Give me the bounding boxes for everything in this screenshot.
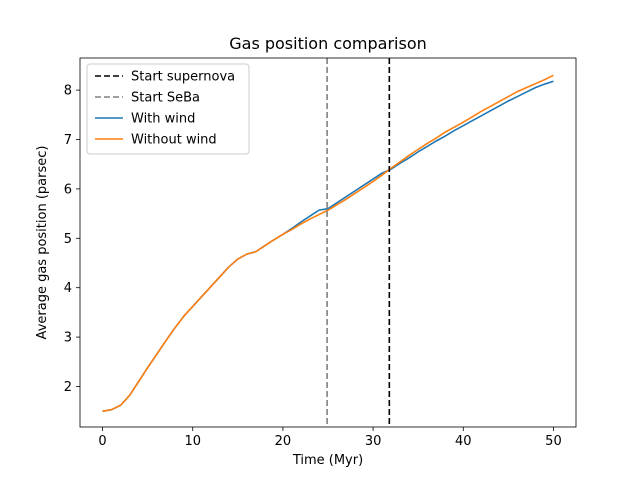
y-tick-label: 2: [64, 380, 72, 395]
y-tick-label: 8: [64, 84, 72, 99]
y-tick-label: 3: [64, 331, 72, 346]
x-tick-label: 40: [455, 434, 472, 449]
legend-label: Start SeBa: [131, 91, 200, 106]
legend-label: Without wind: [131, 133, 217, 148]
series-line-without-wind: [102, 74, 554, 412]
legend-box: [86, 63, 250, 155]
chart-title: Gas position comparison: [229, 34, 427, 53]
y-tick-label: 4: [64, 281, 72, 296]
axis-ticks: 0 10 20 30 40 50 2 3 4 5 6 7 8: [64, 84, 562, 449]
x-tick-label: 50: [545, 434, 562, 449]
y-tick-label: 6: [64, 182, 72, 197]
y-tick-label: 7: [64, 133, 72, 148]
x-tick-label: 30: [365, 434, 382, 449]
x-tick-label: 20: [275, 434, 292, 449]
legend-label: Start supernova: [131, 70, 235, 85]
x-axis-label: Time (Myr): [292, 453, 363, 468]
y-tick-label: 5: [64, 232, 72, 247]
legend: Start supernova Start SeBa With wind Withou…: [86, 63, 250, 155]
axes-frame: [79, 57, 577, 428]
y-axis-label: Average gas position (parsec): [35, 146, 50, 340]
x-tick-label: 0: [98, 434, 106, 449]
legend-label: With wind: [131, 112, 195, 127]
plot-area: [102, 58, 554, 427]
x-tick-label: 10: [184, 434, 201, 449]
